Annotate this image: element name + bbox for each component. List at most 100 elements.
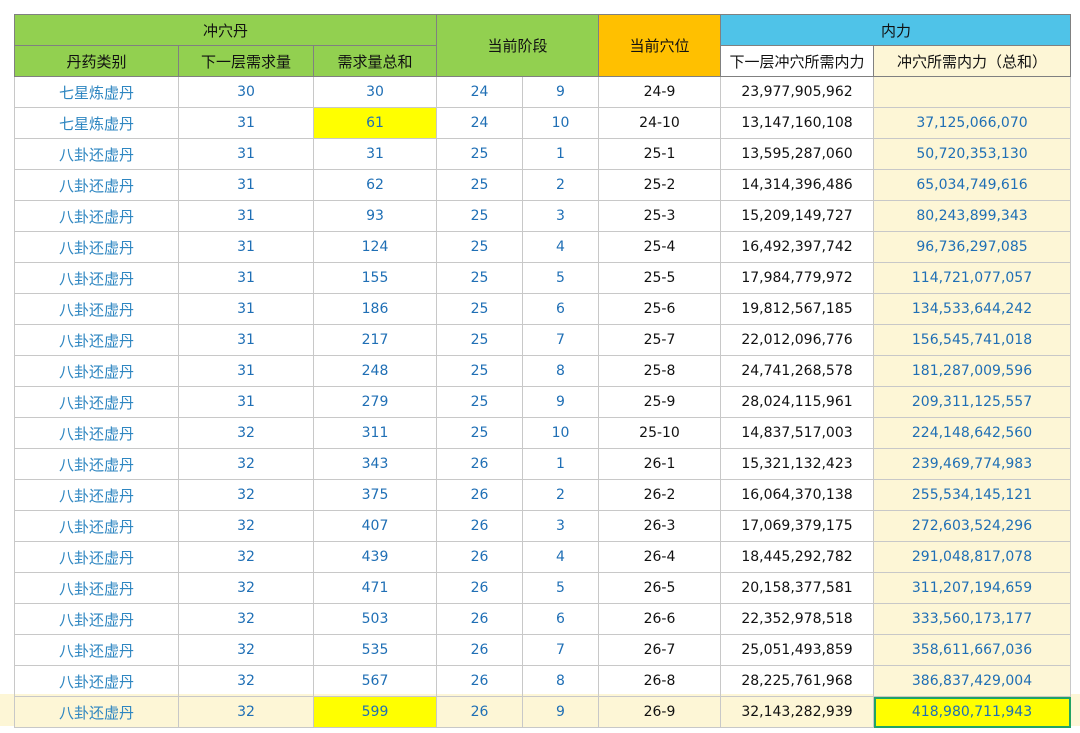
table-row: 八卦还虚丹 32 503 26 6 26-6 22,352,978,518 333,560,1… bbox=[14, 603, 1071, 635]
table-cell: 255,534,145,121 bbox=[873, 479, 1071, 511]
table-cell: 八卦还虚丹 bbox=[14, 324, 179, 356]
table-cell: 61 bbox=[313, 107, 437, 139]
table-cell: 八卦还虚丹 bbox=[14, 293, 179, 325]
table-cell: 22,012,096,776 bbox=[720, 324, 874, 356]
header-cell: 内力 bbox=[720, 14, 1071, 46]
table-cell: 155 bbox=[313, 262, 437, 294]
table-cell: 26-9 bbox=[598, 696, 721, 728]
table-cell: 32 bbox=[178, 696, 314, 728]
table-cell: 30 bbox=[313, 76, 437, 108]
table-cell: 八卦还虚丹 bbox=[14, 603, 179, 635]
table-cell: 186 bbox=[313, 293, 437, 325]
table-cell: 24-10 bbox=[598, 107, 721, 139]
table-row: 八卦还虚丹 32 567 26 8 26-8 28,225,761,968 386,837,4… bbox=[14, 665, 1071, 697]
table-cell: 24-9 bbox=[598, 76, 721, 108]
table-cell: 439 bbox=[313, 541, 437, 573]
table-row: 八卦还虚丹 32 471 26 5 26-5 20,158,377,581 311,207,1… bbox=[14, 572, 1071, 604]
table-cell: 418,980,711,943 bbox=[873, 696, 1071, 728]
table-cell: 333,560,173,177 bbox=[873, 603, 1071, 635]
table-cell: 6 bbox=[522, 293, 599, 325]
table-cell: 八卦还虚丹 bbox=[14, 572, 179, 604]
table-cell: 358,611,667,036 bbox=[873, 634, 1071, 666]
table-cell: 599 bbox=[313, 696, 437, 728]
table-cell: 31 bbox=[178, 200, 314, 232]
table-cell: 八卦还虚丹 bbox=[14, 138, 179, 170]
table-cell: 65,034,749,616 bbox=[873, 169, 1071, 201]
table-cell: 7 bbox=[522, 324, 599, 356]
table-cell: 25 bbox=[436, 417, 523, 449]
table-cell: 32 bbox=[178, 510, 314, 542]
table-cell: 4 bbox=[522, 541, 599, 573]
table-cell: 八卦还虚丹 bbox=[14, 200, 179, 232]
table-cell: 31 bbox=[178, 138, 314, 170]
table-cell: 96,736,297,085 bbox=[873, 231, 1071, 263]
table-row: 八卦还虚丹 31 155 25 5 25-5 17,984,779,972 114,721,0… bbox=[14, 262, 1071, 294]
table-row: 八卦还虚丹 32 535 26 7 26-7 25,051,493,859 358,611,6… bbox=[14, 634, 1071, 666]
table-cell: 26-2 bbox=[598, 479, 721, 511]
table-cell: 26-5 bbox=[598, 572, 721, 604]
table-cell: 31 bbox=[178, 169, 314, 201]
table-cell: 375 bbox=[313, 479, 437, 511]
table-cell: 567 bbox=[313, 665, 437, 697]
table-cell: 13,595,287,060 bbox=[720, 138, 874, 170]
table-cell: 24,741,268,578 bbox=[720, 355, 874, 387]
table-cell: 9 bbox=[522, 76, 599, 108]
table-cell: 343 bbox=[313, 448, 437, 480]
table-cell: 八卦还虚丹 bbox=[14, 386, 179, 418]
table-cell: 32 bbox=[178, 603, 314, 635]
table-cell: 15,209,149,727 bbox=[720, 200, 874, 232]
table-cell: 28,225,761,968 bbox=[720, 665, 874, 697]
table-cell: 62 bbox=[313, 169, 437, 201]
table-row: 八卦还虚丹 32 439 26 4 26-4 18,445,292,782 291,048,8… bbox=[14, 541, 1071, 573]
table-cell: 31 bbox=[313, 138, 437, 170]
table-cell: 31 bbox=[178, 262, 314, 294]
table-cell: 25-4 bbox=[598, 231, 721, 263]
table-row: 八卦还虚丹 31 279 25 9 25-9 28,024,115,961 209,311,1… bbox=[14, 386, 1071, 418]
table-cell: 239,469,774,983 bbox=[873, 448, 1071, 480]
table-cell: 26 bbox=[436, 603, 523, 635]
table-cell: 535 bbox=[313, 634, 437, 666]
table-cell: 七星炼虚丹 bbox=[14, 76, 179, 108]
table-row: 八卦还虚丹 32 375 26 2 26-2 16,064,370,138 255,534,1… bbox=[14, 479, 1071, 511]
table-cell: 4 bbox=[522, 231, 599, 263]
table-cell: 217 bbox=[313, 324, 437, 356]
table-cell: 16,064,370,138 bbox=[720, 479, 874, 511]
table-cell: 26-4 bbox=[598, 541, 721, 573]
table-cell: 32 bbox=[178, 634, 314, 666]
table-cell: 272,603,524,296 bbox=[873, 510, 1071, 542]
table-cell: 5 bbox=[522, 262, 599, 294]
table-cell: 26 bbox=[436, 572, 523, 604]
table-cell: 32 bbox=[178, 665, 314, 697]
table-cell: 32 bbox=[178, 479, 314, 511]
table-cell: 25 bbox=[436, 386, 523, 418]
table-cell: 9 bbox=[522, 386, 599, 418]
table-cell: 25-2 bbox=[598, 169, 721, 201]
table-row: 八卦还虚丹 32 599 26 9 26-9 32,143,282,939 418,980,7… bbox=[14, 696, 1071, 728]
table-cell: 17,069,379,175 bbox=[720, 510, 874, 542]
table-cell: 7 bbox=[522, 634, 599, 666]
table-cell: 八卦还虚丹 bbox=[14, 479, 179, 511]
table-cell: 311,207,194,659 bbox=[873, 572, 1071, 604]
table-cell: 八卦还虚丹 bbox=[14, 665, 179, 697]
table-cell: 32 bbox=[178, 572, 314, 604]
table-row: 八卦还虚丹 31 248 25 8 25-8 24,741,268,578 181,287,0… bbox=[14, 355, 1071, 387]
table-cell: 114,721,077,057 bbox=[873, 262, 1071, 294]
table-row: 八卦还虚丹 31 186 25 6 25-6 19,812,567,185 134,533,6… bbox=[14, 293, 1071, 325]
table-cell: 26 bbox=[436, 634, 523, 666]
table-cell: 26 bbox=[436, 448, 523, 480]
table-cell: 25 bbox=[436, 200, 523, 232]
table-cell: 181,287,009,596 bbox=[873, 355, 1071, 387]
column-header: 下一层冲穴所需内力 bbox=[720, 45, 874, 77]
table-row: 八卦还虚丹 32 407 26 3 26-3 17,069,379,175 272,603,5… bbox=[14, 510, 1071, 542]
table-cell: 3 bbox=[522, 200, 599, 232]
table-cell: 31 bbox=[178, 107, 314, 139]
header-cell: 当前穴位 bbox=[598, 14, 721, 77]
table-cell: 124 bbox=[313, 231, 437, 263]
table-cell: 93 bbox=[313, 200, 437, 232]
table-cell: 25 bbox=[436, 138, 523, 170]
table-row: 八卦还虚丹 32 343 26 1 26-1 15,321,132,423 239,469,7… bbox=[14, 448, 1071, 480]
table-cell: 25 bbox=[436, 262, 523, 294]
table-row: 八卦还虚丹 31 124 25 4 25-4 16,492,397,742 96,736,29… bbox=[14, 231, 1071, 263]
table-cell: 32 bbox=[178, 448, 314, 480]
